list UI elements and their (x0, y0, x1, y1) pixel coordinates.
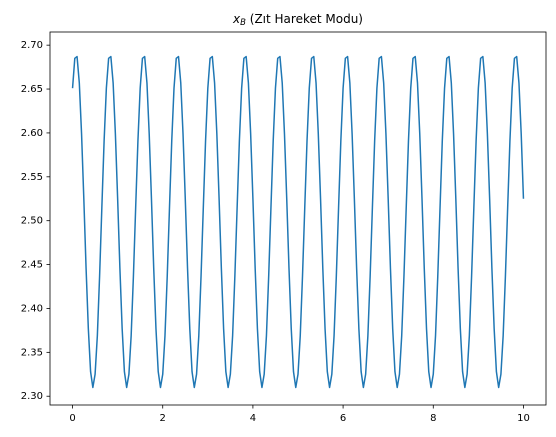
y-tick-label: 2.35 (21, 347, 43, 358)
x-tick-label: 0 (69, 413, 75, 424)
title-subscript: B (240, 18, 246, 28)
y-tick-label: 2.30 (21, 391, 43, 402)
x-tick-label: 6 (340, 413, 346, 424)
title-text: (Zıt Hareket Modu) (246, 12, 363, 26)
data-line (71, 55, 525, 389)
y-tick-label: 2.50 (21, 216, 43, 227)
chart-title: xB (Zıt Hareket Modu) (232, 12, 363, 28)
x-tick-label: 10 (517, 413, 530, 424)
y-tick-label: 2.45 (21, 260, 43, 271)
y-tick-label: 2.70 (21, 40, 43, 51)
x-tick-label: 4 (250, 413, 256, 424)
plot-frame (49, 31, 547, 406)
x-tick-label: 2 (160, 413, 166, 424)
y-tick-label: 2.60 (21, 128, 43, 139)
y-tick-label: 2.65 (21, 84, 43, 95)
title-variable: x (232, 12, 241, 26)
x-tick-label: 8 (430, 413, 436, 424)
y-tick-label: 2.40 (21, 303, 43, 314)
y-tick-label: 2.55 (21, 172, 43, 183)
